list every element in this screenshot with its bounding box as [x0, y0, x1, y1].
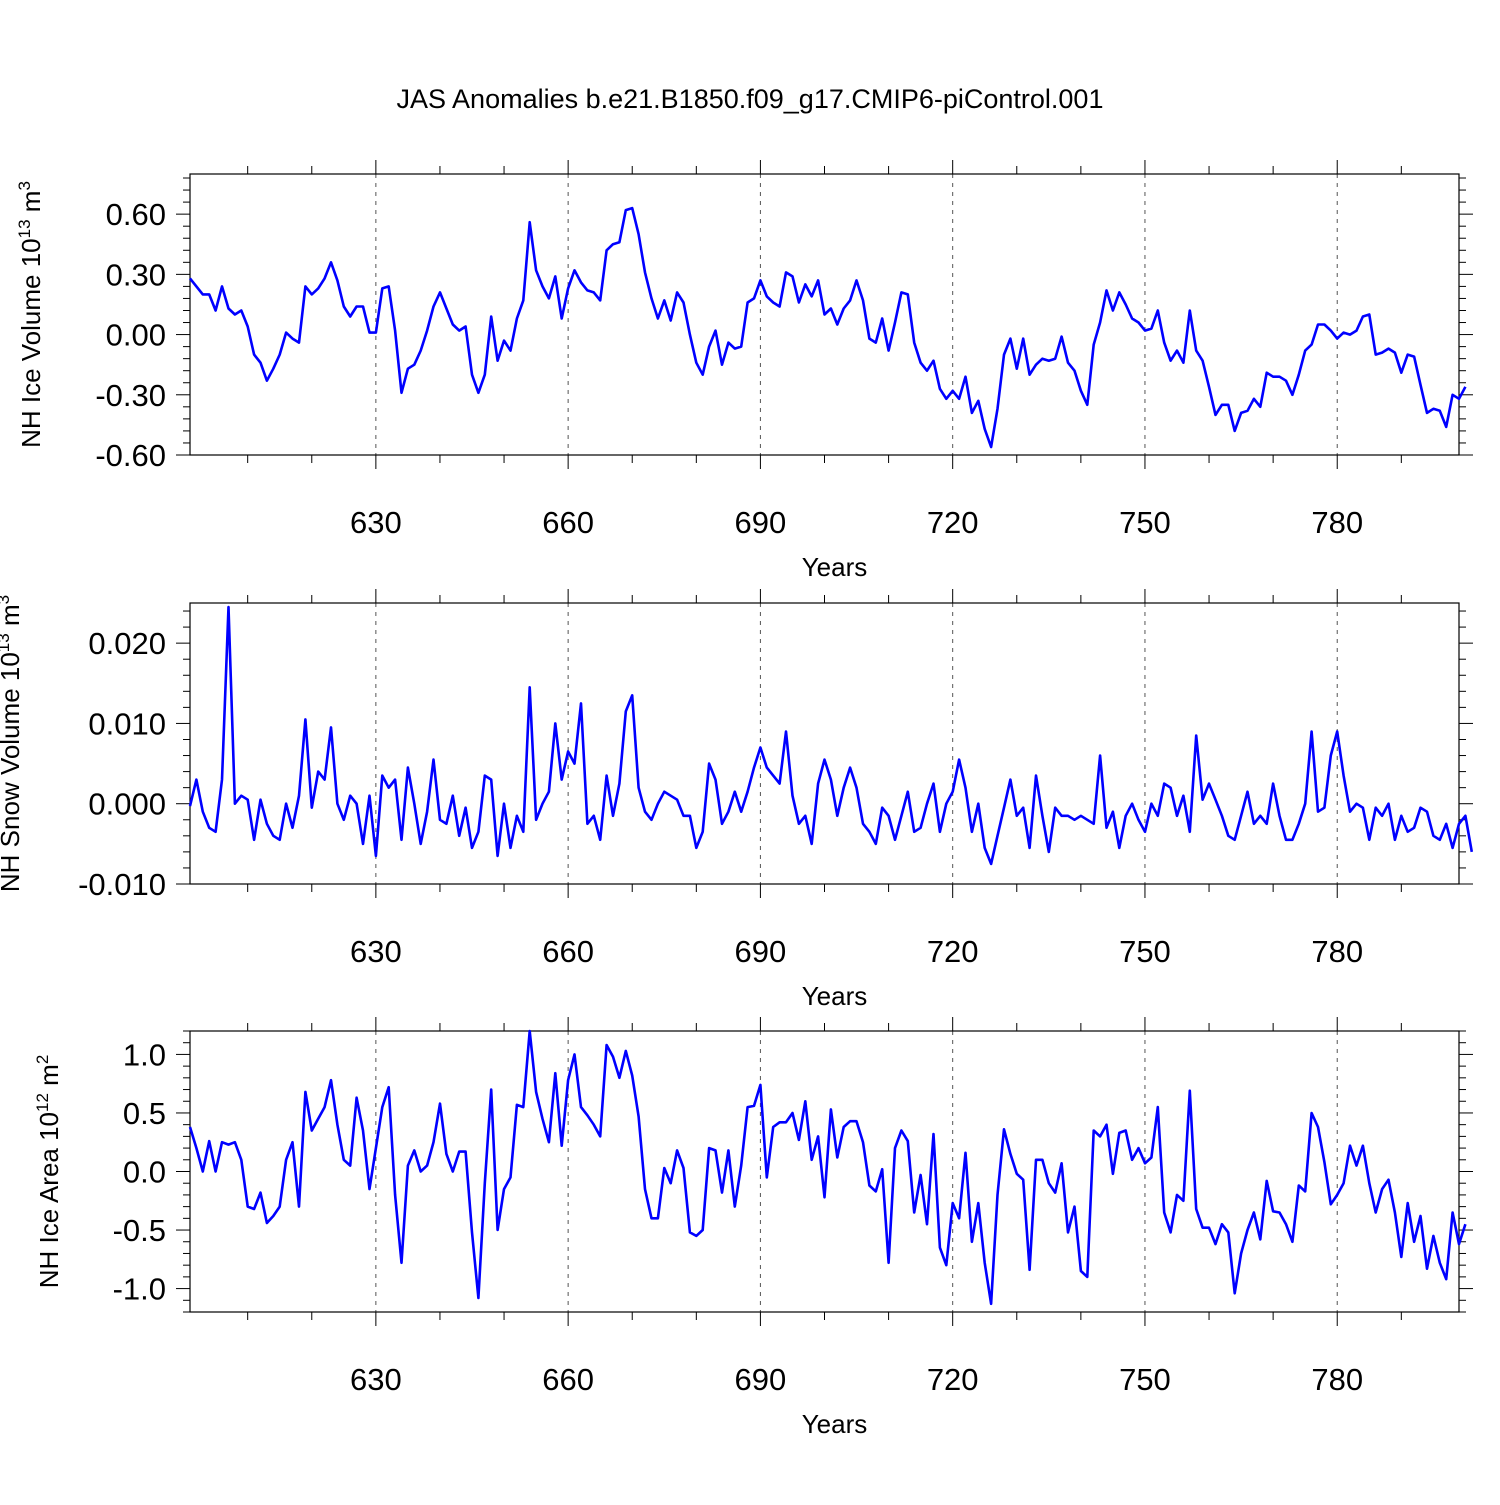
x-tick-label: 750	[1119, 934, 1171, 969]
x-tick-label: 660	[542, 1362, 594, 1397]
series-line	[188, 605, 1474, 866]
y-tick-label: 0.020	[88, 626, 166, 661]
y-tick-label: -0.010	[78, 867, 166, 902]
y-tick-label: 0.000	[88, 787, 166, 822]
x-tick-label: 720	[927, 1362, 979, 1397]
x-tick-label: 690	[735, 934, 787, 969]
x-tick-label: 720	[927, 934, 979, 969]
y-tick-label: 0.5	[123, 1096, 166, 1131]
y-axis-label: NH Snow Volume 1013 m3	[0, 595, 25, 892]
figure-title: JAS Anomalies b.e21.B1850.f09_g17.CMIP6-…	[396, 84, 1104, 114]
x-tick-label: 720	[927, 505, 979, 540]
y-tick-label: -0.30	[95, 378, 166, 413]
x-tick-label: 690	[735, 505, 787, 540]
x-tick-label: 780	[1311, 934, 1363, 969]
x-tick-label: 630	[350, 505, 402, 540]
x-tick-label: 630	[350, 934, 402, 969]
x-tick-label: 660	[542, 505, 594, 540]
plot-frame	[189, 1030, 1460, 1313]
y-tick-label: -0.60	[95, 438, 166, 473]
x-axis-label: Years	[802, 552, 868, 582]
x-tick-label: 660	[542, 934, 594, 969]
x-axis-label: Years	[802, 981, 868, 1011]
y-axis-label: NH Ice Area 1012 m2	[33, 1055, 64, 1289]
y-tick-label: 0.0	[123, 1155, 166, 1190]
y-tick-label: -0.5	[113, 1213, 166, 1248]
y-axis-label: NH Ice Volume 1013 m3	[15, 181, 46, 448]
x-tick-label: 690	[735, 1362, 787, 1397]
x-tick-label: 750	[1119, 1362, 1171, 1397]
y-tick-label: 0.010	[88, 706, 166, 741]
y-tick-label: 1.0	[123, 1037, 166, 1072]
x-tick-label: 750	[1119, 505, 1171, 540]
x-axis-label: Years	[802, 1409, 868, 1439]
panel-1: 630 660 690 720 750 780 -0.60 -0.30 0.00 0.30 0.60…	[15, 160, 1473, 582]
y-tick-label: 0.00	[106, 318, 166, 353]
x-tick-label: 780	[1311, 505, 1363, 540]
y-tick-label: 0.30	[106, 257, 166, 292]
panel-2: 630 660 690 720 750 780 -0.010 0.000 0.010 0.020 Y…	[0, 589, 1474, 1011]
x-tick-label: 630	[350, 1362, 402, 1397]
plot-frame	[189, 602, 1460, 885]
series-line	[188, 1029, 1467, 1306]
panel-3: 630 660 690 720 750 780 -1.0 -0.5 0.0 0.5 1.0 Years…	[33, 1017, 1473, 1439]
x-tick-label: 780	[1311, 1362, 1363, 1397]
y-tick-label: -1.0	[113, 1272, 166, 1307]
y-tick-label: 0.60	[106, 197, 166, 232]
series-line	[188, 206, 1467, 449]
